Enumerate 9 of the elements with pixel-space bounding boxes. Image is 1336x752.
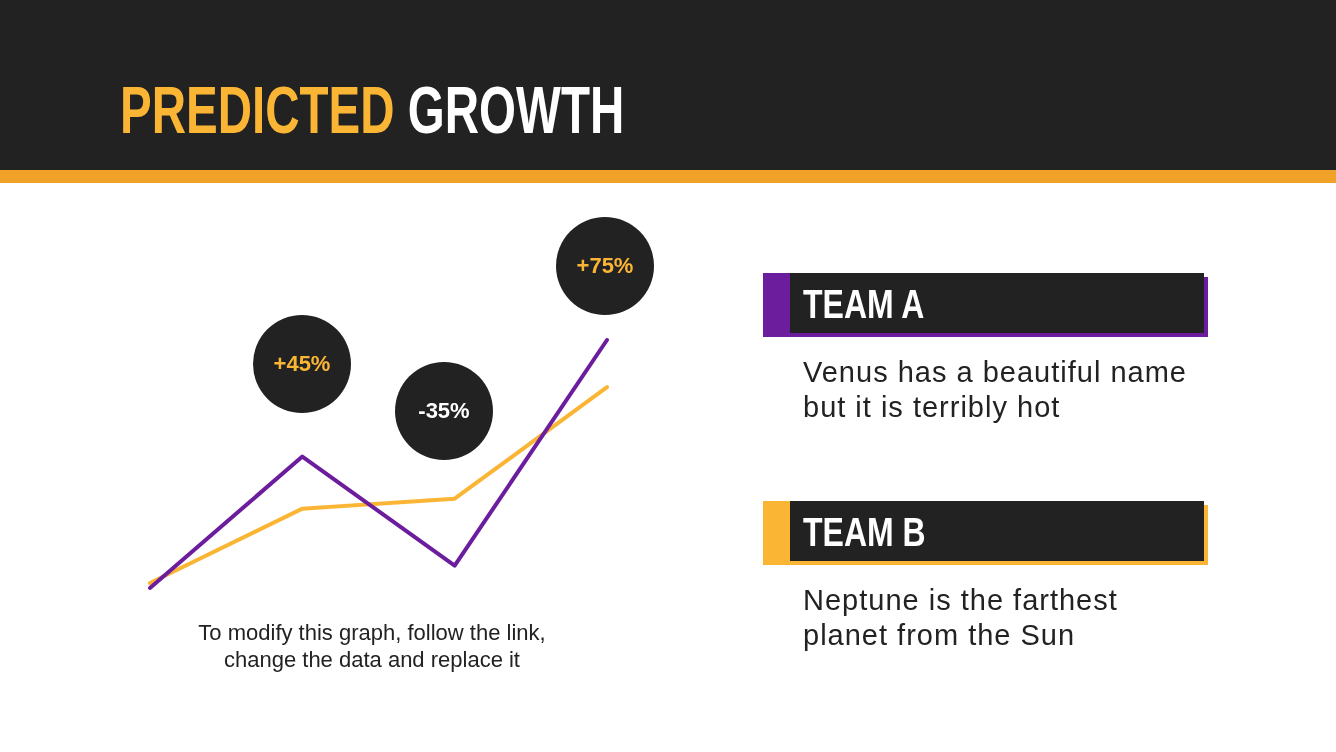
- annotation: -35%: [418, 398, 470, 424]
- annotation: +45%: [273, 351, 331, 377]
- legend-label: TEAM B: [803, 509, 926, 555]
- text: To modify this graph, follow the link, change the data and replace it: [197, 619, 547, 673]
- legend-label: TEAM A: [803, 281, 925, 327]
- text: Neptune is the farthest planet from the Sun: [803, 583, 1119, 653]
- text: +75%: [576, 253, 634, 279]
- text: Venus has a beautiful name but it is terribly hot: [803, 355, 1188, 425]
- chart-title: PREDICTED GROWTH: [120, 73, 625, 147]
